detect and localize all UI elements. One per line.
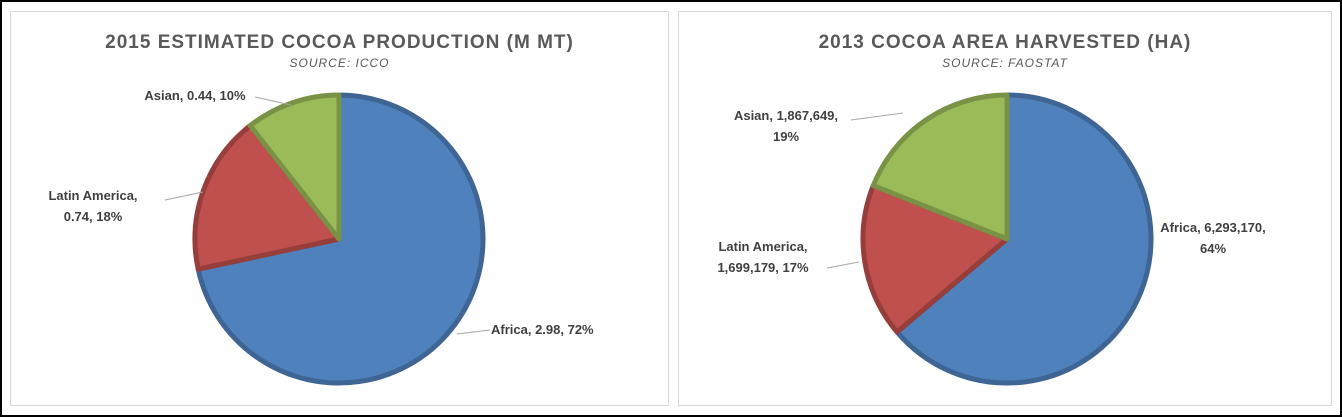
pie-slice-latin-america (860, 183, 1010, 335)
data-label-africa: Africa, 2.98, 72% (491, 322, 594, 337)
chart-subtitle: SOURCE: FAOSTAT (942, 56, 1068, 70)
leader-line (456, 329, 491, 335)
data-label-latin-america: Latin America, 0.74, 18% (48, 188, 137, 224)
data-label-africa: Africa, 6,293,170, 64% (1160, 220, 1266, 256)
leader-line (850, 112, 904, 121)
pie-slice-asian (870, 92, 1010, 242)
pie-slice-asian (247, 92, 342, 242)
pie-slice-africa (894, 92, 1154, 386)
chart-panel-area: 2013 COCOA AREA HARVESTED (HA) SOURCE: F… (678, 11, 1332, 406)
chart-title: 2013 COCOA AREA HARVESTED (HA) (818, 32, 1192, 53)
pie-slice-latin-america (192, 123, 342, 272)
chart-panel-production: 2015 ESTIMATED COCOA PRODUCTION (M MT) S… (10, 11, 669, 406)
data-label-asian: Asian, 1,867,649, 19% (734, 108, 838, 144)
pie-chart-area: Africa, 6,293,170, 64% Latin America, 1,699… (717, 92, 1266, 386)
data-label-latin-america: Latin America, 1,699,179, 17% (717, 239, 809, 275)
chart-title: 2015 ESTIMATED COCOA PRODUCTION (M MT) (105, 32, 574, 53)
pie-chart-production: Africa, 2.98, 72% Latin America, 0.74, 18%… (48, 88, 594, 386)
leader-line (254, 96, 292, 106)
leader-line (826, 261, 860, 269)
data-label-asian: Asian, 0.44, 10% (144, 88, 246, 103)
chart-subtitle: SOURCE: ICCO (289, 56, 390, 70)
leader-line (164, 191, 204, 201)
